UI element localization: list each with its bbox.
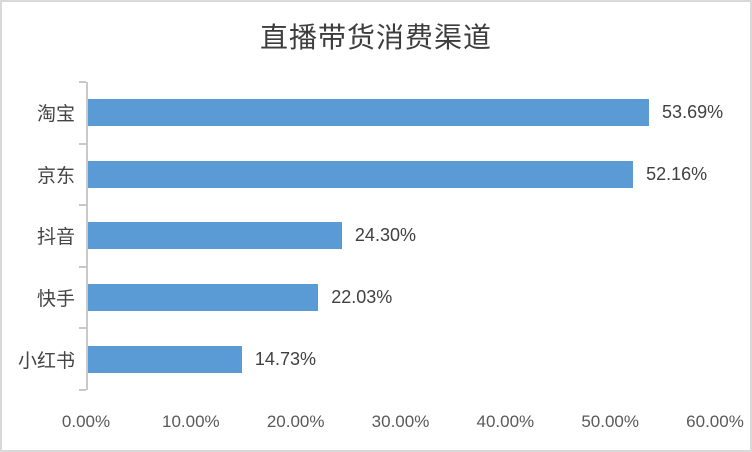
category-label: 淘宝 bbox=[36, 104, 75, 126]
bar bbox=[88, 160, 634, 188]
x-axis-tick-label: 50.00% bbox=[581, 412, 639, 431]
category-label: 京东 bbox=[36, 165, 75, 187]
bar-row: 抖音 24.30% bbox=[37, 205, 715, 267]
value-label: 22.03% bbox=[331, 287, 393, 308]
value-label: 53.69% bbox=[662, 102, 724, 123]
y-axis-tick bbox=[79, 389, 86, 391]
bar bbox=[88, 222, 342, 250]
y-axis-tick bbox=[79, 204, 86, 207]
bar-row: 小红书 14.73% bbox=[18, 328, 715, 390]
bar bbox=[88, 99, 650, 127]
x-axis-tick-label: 30.00% bbox=[371, 412, 430, 431]
value-label: 14.73% bbox=[254, 348, 316, 369]
x-axis-tick-label: 20.00% bbox=[266, 412, 325, 431]
bar-row: 淘宝 53.69% bbox=[37, 82, 723, 144]
value-label: 24.30% bbox=[354, 225, 416, 246]
category-label: 快手 bbox=[36, 289, 75, 311]
y-axis-tick bbox=[79, 265, 86, 268]
y-axis-tick bbox=[79, 142, 86, 145]
x-axis-tick-label: 10.00% bbox=[161, 412, 220, 431]
x-axis-tick-label: 0.00% bbox=[61, 412, 111, 431]
y-axis-tick bbox=[79, 81, 86, 83]
bar-row: 京东 52.16% bbox=[37, 144, 715, 206]
bar-row: 快手 22.03% bbox=[37, 267, 715, 329]
y-axis-tick bbox=[79, 327, 86, 330]
chart-title: 直播带货消费渠道 bbox=[259, 23, 492, 54]
category-label: 小红书 bbox=[17, 350, 75, 372]
x-axis: 0.00% 10.00% 20.00% 30.00% 40.00% 50.00%… bbox=[62, 412, 744, 434]
x-axis-tick-label: 60.00% bbox=[686, 412, 744, 431]
plot-area: 淘宝 53.69% 京东 52.16% 抖音 24.30% 快手 22.03% … bbox=[18, 81, 723, 391]
value-label: 52.16% bbox=[646, 163, 708, 184]
bar bbox=[88, 345, 242, 373]
x-axis-tick-label: 40.00% bbox=[476, 412, 535, 431]
category-label: 抖音 bbox=[36, 227, 75, 249]
bar bbox=[88, 284, 319, 312]
